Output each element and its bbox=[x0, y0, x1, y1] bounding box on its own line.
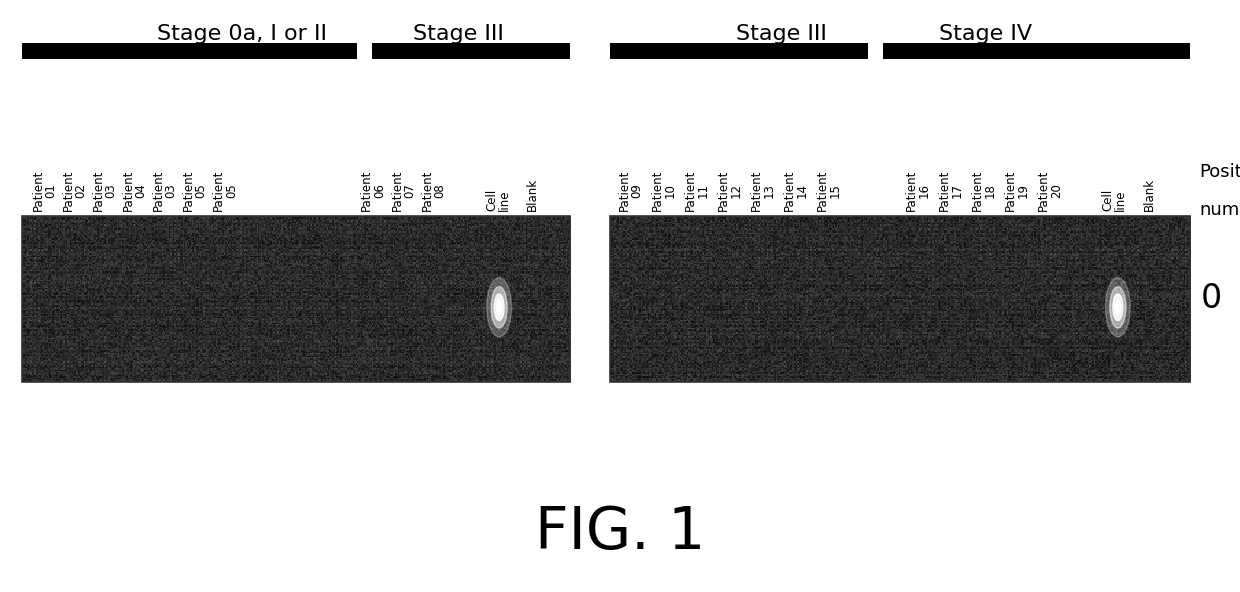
Text: Patient
02: Patient 02 bbox=[62, 170, 87, 211]
Text: Patient
15: Patient 15 bbox=[816, 170, 842, 211]
Text: Blank: Blank bbox=[526, 178, 538, 211]
Text: Positive: Positive bbox=[1199, 163, 1240, 181]
Bar bbox=[22, 43, 357, 59]
Text: Patient
05: Patient 05 bbox=[212, 170, 238, 211]
Text: Patient
07: Patient 07 bbox=[391, 170, 415, 211]
Text: Patient
18: Patient 18 bbox=[971, 170, 997, 211]
Text: Blank: Blank bbox=[1143, 178, 1156, 211]
Text: Patient
06: Patient 06 bbox=[361, 170, 386, 211]
Text: Cell
line: Cell line bbox=[485, 189, 511, 211]
Text: Stage III: Stage III bbox=[413, 24, 505, 44]
Text: Patient
14: Patient 14 bbox=[782, 170, 808, 211]
Text: Patient
03: Patient 03 bbox=[92, 170, 118, 211]
Text: Patient
20: Patient 20 bbox=[1037, 170, 1063, 211]
Ellipse shape bbox=[495, 294, 505, 320]
Bar bbox=[372, 43, 570, 59]
Text: Patient
11: Patient 11 bbox=[683, 170, 709, 211]
Text: Patient
13: Patient 13 bbox=[750, 170, 775, 211]
Text: Patient
08: Patient 08 bbox=[420, 170, 446, 211]
Text: Stage IV: Stage IV bbox=[939, 24, 1033, 44]
Text: Cell
line: Cell line bbox=[1101, 189, 1127, 211]
Bar bbox=[610, 43, 868, 59]
Text: number: number bbox=[1199, 201, 1240, 219]
Text: Stage 0a, I or II: Stage 0a, I or II bbox=[156, 24, 327, 44]
Text: Patient
09: Patient 09 bbox=[618, 170, 644, 211]
Text: Patient
03: Patient 03 bbox=[153, 170, 177, 211]
Ellipse shape bbox=[1115, 300, 1121, 314]
Ellipse shape bbox=[497, 300, 502, 314]
Text: Patient
10: Patient 10 bbox=[651, 170, 676, 211]
Ellipse shape bbox=[491, 287, 507, 328]
Ellipse shape bbox=[1112, 294, 1123, 320]
Text: Patient
16: Patient 16 bbox=[905, 170, 930, 211]
Ellipse shape bbox=[1110, 287, 1126, 328]
Text: Patient
01: Patient 01 bbox=[31, 170, 57, 211]
Text: Patient
05: Patient 05 bbox=[182, 170, 208, 211]
Ellipse shape bbox=[1105, 278, 1131, 337]
Text: FIG. 1: FIG. 1 bbox=[534, 504, 706, 561]
Text: Patient
04: Patient 04 bbox=[122, 170, 148, 211]
Text: Patient
17: Patient 17 bbox=[937, 170, 963, 211]
Text: Stage III: Stage III bbox=[735, 24, 827, 44]
Text: Patient
12: Patient 12 bbox=[717, 170, 743, 211]
Text: Patient
19: Patient 19 bbox=[1004, 170, 1029, 211]
Bar bbox=[883, 43, 1190, 59]
Text: 0: 0 bbox=[1200, 282, 1223, 316]
Ellipse shape bbox=[487, 278, 512, 337]
